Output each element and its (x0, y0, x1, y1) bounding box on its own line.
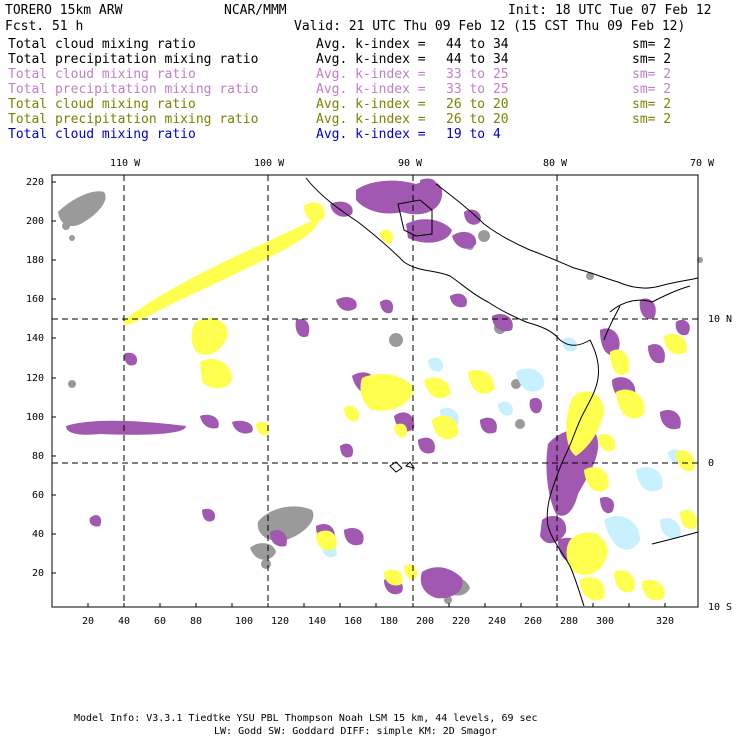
x-tick-320: 320 (656, 616, 674, 627)
legend-field-3: Total cloud mixing ratio (8, 67, 196, 82)
legend-field-4: Total precipitation mixing ratio (8, 82, 258, 97)
legend-index-2: Avg. k-index = (316, 52, 426, 67)
x-tick-200: 200 (416, 616, 434, 627)
lat-label-10s: 10 S (708, 602, 732, 613)
legend-index-1: Avg. k-index = (316, 37, 426, 52)
y-tick-20: 20 (32, 568, 44, 579)
y-tick-120: 120 (26, 373, 44, 384)
legend-index-3: Avg. k-index = (316, 67, 426, 82)
x-tick-60: 60 (154, 616, 166, 627)
y-tick-40: 40 (32, 529, 44, 540)
legend-sm-3: sm= 2 (632, 67, 671, 82)
legend-index-7: Avg. k-index = (316, 127, 426, 142)
legend: Total cloud mixing ratio Avg. k-index = … (8, 37, 671, 142)
x-tick-240: 240 (488, 616, 506, 627)
x-tick-300: 300 (596, 616, 614, 627)
lon-label-110w: 110 W (110, 158, 141, 169)
legend-range-6: 26 to 20 (446, 112, 509, 127)
legend-field-5: Total cloud mixing ratio (8, 97, 196, 112)
legend-index-5: Avg. k-index = (316, 97, 426, 112)
x-tick-220: 220 (452, 616, 470, 627)
y-tick-180: 180 (26, 255, 44, 266)
legend-sm-1: sm= 2 (632, 37, 671, 52)
legend-range-5: 26 to 20 (446, 97, 509, 112)
physics-info: LW: Godd SW: Goddard DIFF: simple KM: 2D… (214, 726, 497, 737)
legend-field-2: Total precipitation mixing ratio (8, 52, 258, 67)
legend-range-2: 44 to 34 (446, 52, 509, 67)
x-axis-labels: 20 40 60 80 100 120 140 160 180 200 220 … (82, 616, 674, 627)
init-time: Init: 18 UTC Tue 07 Feb 12 (508, 3, 712, 18)
x-tick-80: 80 (190, 616, 202, 627)
lon-label-100w: 100 W (254, 158, 285, 169)
lat-label-0: 0 (708, 458, 714, 469)
center-name: NCAR/MMM (224, 3, 287, 18)
x-tick-20: 20 (82, 616, 94, 627)
model-info: Model Info: V3.3.1 Tiedtke YSU PBL Thomp… (74, 713, 538, 724)
x-tick-180: 180 (380, 616, 398, 627)
lon-label-70w: 70 W (690, 158, 715, 169)
legend-sm-5: sm= 2 (632, 97, 671, 112)
x-tick-160: 160 (344, 616, 362, 627)
yellow-cloud-areas (124, 202, 697, 601)
legend-range-7: 19 to 4 (446, 127, 501, 142)
graticule (52, 175, 698, 607)
y-tick-140: 140 (26, 333, 44, 344)
lon-label-90w: 90 W (398, 158, 423, 169)
legend-sm-6: sm= 2 (632, 112, 671, 127)
legend-sm-4: sm= 2 (632, 82, 671, 97)
x-axis-ticks (87, 603, 666, 607)
map-panel (51, 174, 703, 608)
legend-index-4: Avg. k-index = (316, 82, 426, 97)
y-tick-100: 100 (26, 412, 44, 423)
legend-range-1: 44 to 34 (446, 37, 509, 52)
y-tick-60: 60 (32, 490, 44, 501)
legend-field-1: Total cloud mixing ratio (8, 37, 196, 52)
model-title: TORERO 15km ARW (5, 3, 123, 18)
x-tick-40: 40 (118, 616, 130, 627)
y-axis-labels: 220 200 180 160 140 120 100 80 60 40 20 (26, 177, 44, 579)
forecast-hour: Fcst. 51 h (5, 19, 83, 34)
y-tick-160: 160 (26, 294, 44, 305)
legend-index-6: Avg. k-index = (316, 112, 426, 127)
legend-field-6: Total precipitation mixing ratio (8, 112, 258, 127)
legend-range-3: 33 to 25 (446, 67, 509, 82)
map-frame (51, 174, 699, 608)
lon-label-80w: 80 W (543, 158, 568, 169)
y-tick-200: 200 (26, 216, 44, 227)
valid-time: Valid: 21 UTC Thu 09 Feb 12 (15 CST Thu … (294, 19, 685, 34)
coastlines (305, 177, 699, 607)
x-tick-260: 260 (524, 616, 542, 627)
x-tick-120: 120 (271, 616, 289, 627)
legend-field-7: Total cloud mixing ratio (8, 127, 196, 142)
x-tick-100: 100 (235, 616, 253, 627)
legend-range-4: 33 to 25 (446, 82, 509, 97)
y-axis-ticks (52, 181, 56, 574)
y-tick-80: 80 (32, 451, 44, 462)
y-tick-220: 220 (26, 177, 44, 188)
x-tick-280: 280 (560, 616, 578, 627)
legend-sm-2: sm= 2 (632, 52, 671, 67)
lat-label-10n: 10 N (708, 314, 732, 325)
x-tick-140: 140 (308, 616, 326, 627)
